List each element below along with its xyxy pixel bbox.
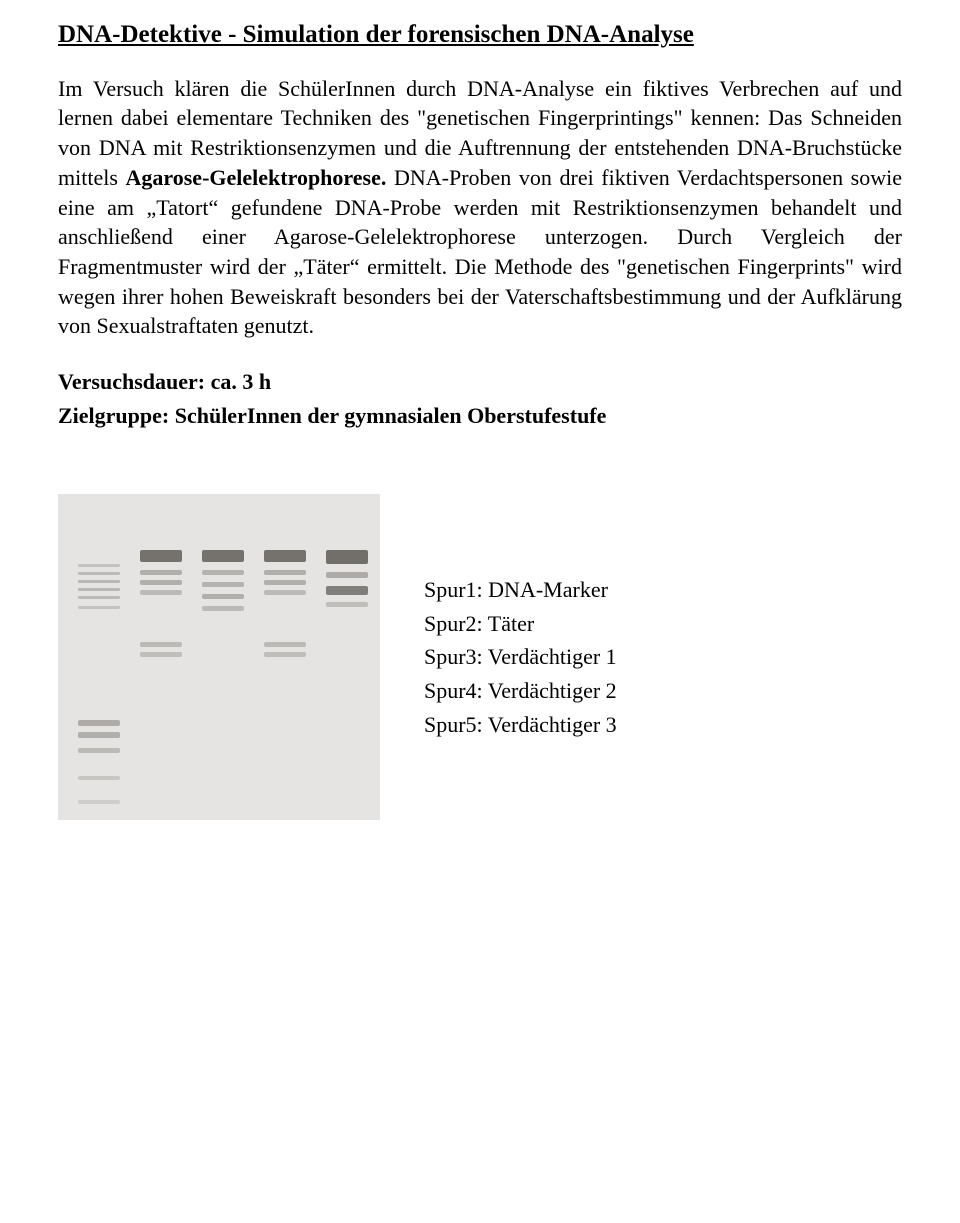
legend-item: Spur1: DNA-Marker [424, 575, 617, 605]
gel-lane-marker [76, 494, 122, 820]
gel-band [78, 572, 120, 575]
gel-lane-verdacht2 [262, 494, 308, 820]
gel-band [326, 572, 368, 578]
gel-band [202, 570, 244, 575]
figure-row: Spur1: DNA-Marker Spur2: Täter Spur3: Ve… [58, 494, 902, 820]
legend-item: Spur2: Täter [424, 609, 617, 639]
gel-band [78, 748, 120, 753]
gel-image [58, 494, 380, 820]
gel-band [78, 580, 120, 583]
gel-band [78, 720, 120, 726]
gel-band [140, 550, 182, 562]
gel-band [140, 570, 182, 575]
gel-band [264, 642, 306, 647]
gel-band [78, 564, 120, 567]
gel-band [78, 596, 120, 599]
target-group-line: Zielgruppe: SchülerInnen der gymnasialen… [58, 401, 902, 431]
legend-item: Spur4: Verdächtiger 2 [424, 676, 617, 706]
legend-item: Spur3: Verdächtiger 1 [424, 642, 617, 672]
gel-band [78, 588, 120, 591]
gel-band [140, 642, 182, 647]
page-title: DNA-Detektive - Simulation der forensisc… [58, 18, 902, 52]
gel-band [264, 550, 306, 562]
gel-band [78, 606, 120, 609]
gel-band [202, 550, 244, 562]
gel-band [326, 550, 368, 564]
gel-band [202, 582, 244, 587]
gel-band [202, 606, 244, 611]
gel-band [140, 652, 182, 657]
gel-band [264, 570, 306, 575]
gel-band [264, 590, 306, 595]
gel-band [264, 580, 306, 585]
gel-lane-verdacht3 [324, 494, 370, 820]
lane-legend: Spur1: DNA-Marker Spur2: Täter Spur3: Ve… [424, 571, 617, 743]
duration-line: Versuchsdauer: ca. 3 h [58, 367, 902, 397]
legend-item: Spur5: Verdächtiger 3 [424, 710, 617, 740]
gel-band [140, 580, 182, 585]
gel-band [326, 586, 368, 595]
gel-band [140, 590, 182, 595]
gel-lane-taeter [138, 494, 184, 820]
gel-band [78, 776, 120, 780]
gel-band [326, 602, 368, 607]
body-paragraph: Im Versuch klären die SchülerInnen durch… [58, 74, 902, 341]
gel-band [78, 732, 120, 738]
gel-band [264, 652, 306, 657]
gel-band [202, 594, 244, 599]
gel-lane-verdacht1 [200, 494, 246, 820]
gel-band [78, 800, 120, 804]
